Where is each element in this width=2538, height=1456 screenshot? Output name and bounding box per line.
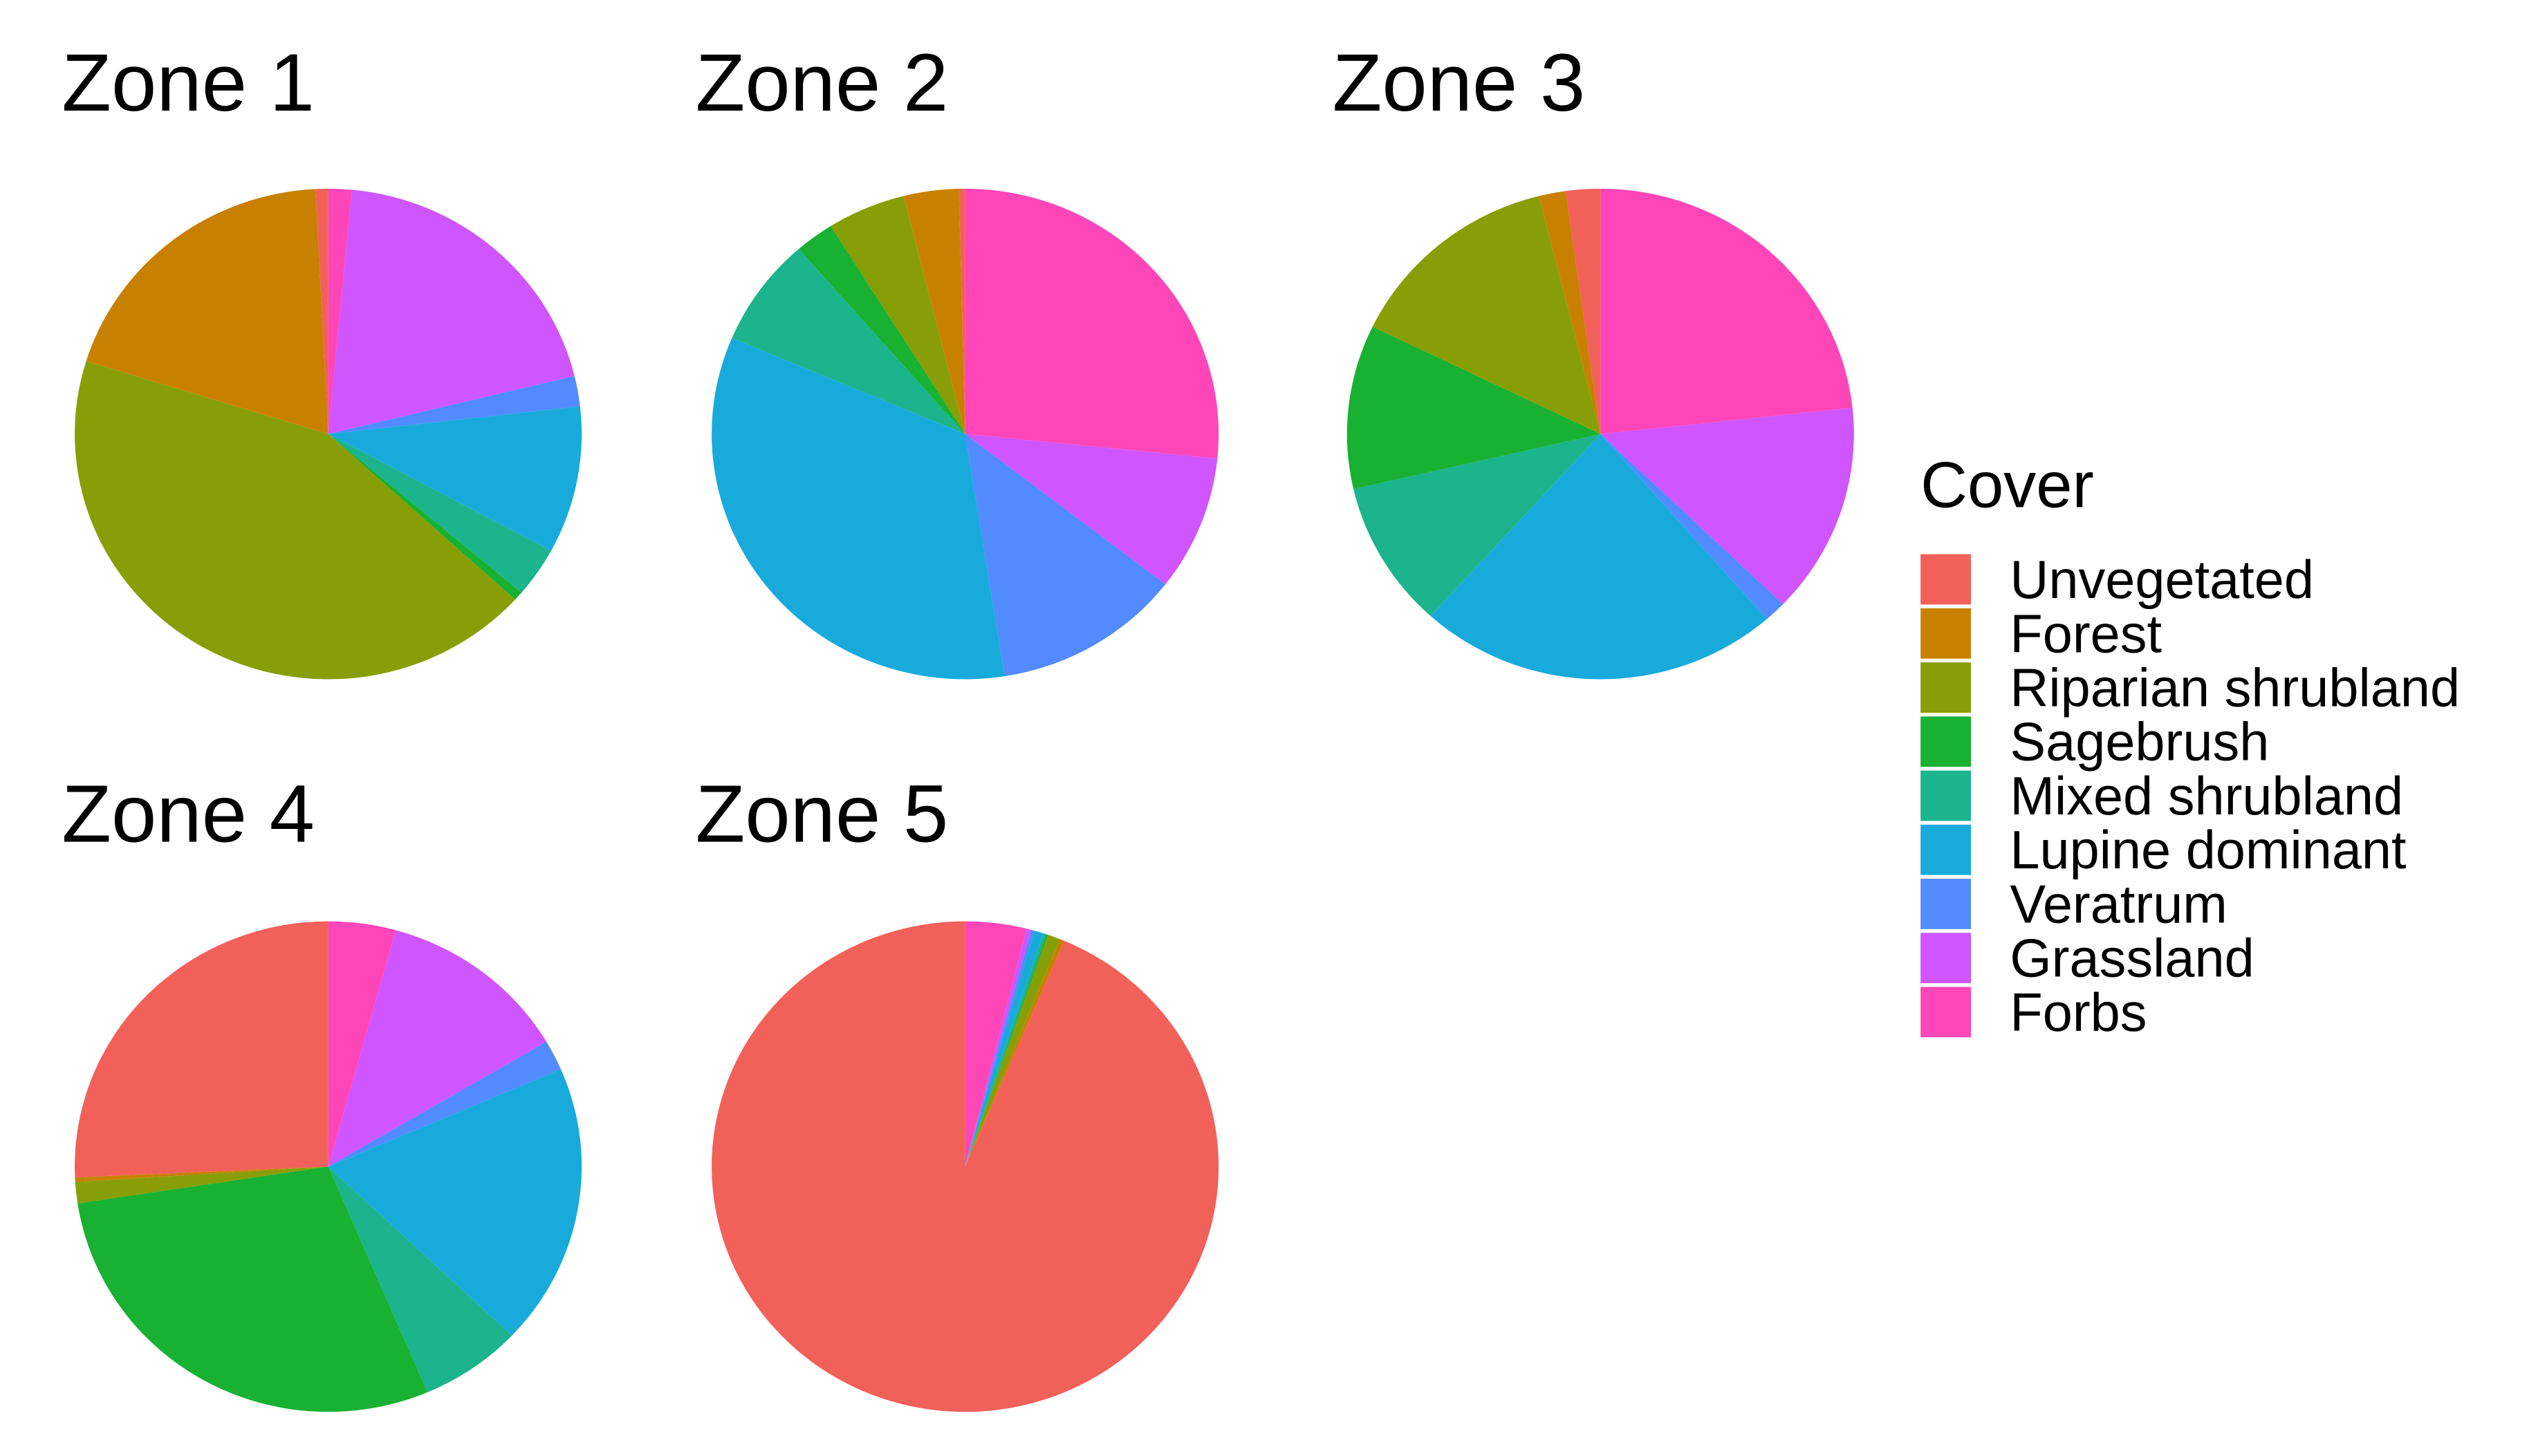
legend-key [1920, 554, 1972, 605]
legend-label: Lupine dominant [2010, 821, 2406, 880]
legend-label: Sagebrush [2010, 713, 2269, 772]
pie-slice [712, 921, 1219, 1412]
pie-slice [1430, 433, 1767, 680]
pie-slice [965, 921, 1027, 1167]
pie-slice [328, 1166, 512, 1392]
pie-slice [965, 933, 1047, 1167]
pie-slice [328, 375, 580, 434]
pie-slice [965, 935, 1060, 1167]
pie-slice [965, 928, 1032, 1167]
legend-label: Forest [2010, 604, 2162, 664]
pie-slice [965, 188, 1219, 459]
legend-key [1920, 608, 1972, 659]
legend-label: Unvegetated [2010, 550, 2314, 610]
pie-slice [965, 929, 1035, 1167]
pie-slice [965, 939, 1065, 1167]
pie-slice [328, 188, 353, 434]
legend-key [1920, 933, 1972, 984]
pie-slice [958, 188, 965, 434]
pie-slice [1372, 196, 1601, 434]
pie-slice [965, 433, 1218, 585]
pie-slice [315, 188, 328, 434]
pie-slice [328, 1069, 582, 1336]
pie-slice [75, 1166, 328, 1182]
pie-slice [965, 433, 1166, 677]
pie-slice [965, 931, 1044, 1167]
pie-slice [328, 433, 551, 593]
chart-title: Zone 2 [696, 37, 949, 128]
pie-slice [712, 337, 1005, 680]
pie-slice [1353, 433, 1601, 616]
pie-slice [1600, 433, 1784, 619]
pie-slice [1346, 326, 1601, 489]
pie-slice [328, 189, 575, 434]
pie-slice [1600, 188, 1853, 434]
pie-slice [77, 1166, 428, 1412]
legend-label: Mixed shrubland [2010, 767, 2403, 826]
pie-slice [75, 361, 515, 680]
pie-slice [1600, 407, 1854, 604]
pie-slice [328, 930, 547, 1167]
pie-slice [732, 249, 965, 434]
legend-key [1920, 662, 1972, 713]
pie-slice [75, 1166, 328, 1204]
pie-slice [798, 225, 965, 434]
legend-title: Cover [1920, 448, 2094, 521]
legend-label: Grassland [2010, 929, 2254, 989]
legend-label: Riparian shrubland [2010, 659, 2460, 718]
legend-key [1920, 879, 1972, 929]
pie-slice [75, 921, 328, 1177]
pie-slice [328, 406, 582, 551]
pie-slice [328, 1041, 561, 1167]
pie-slice [1539, 191, 1601, 434]
pie-slice [1565, 188, 1601, 434]
pie-slice [328, 921, 396, 1167]
pie-slice [831, 196, 965, 434]
pie-slice [328, 433, 522, 600]
pie-slice [903, 189, 965, 434]
legend-key [1920, 770, 1972, 821]
chart-title: Zone 1 [62, 37, 315, 128]
chart-title: Zone 4 [62, 768, 315, 859]
pie-slice [86, 189, 328, 434]
legend-key [1920, 987, 1972, 1038]
chart-title: Zone 3 [1333, 37, 1586, 128]
legend-label: Veratrum [2010, 875, 2227, 934]
legend-key [1920, 716, 1972, 767]
pie-slice [965, 934, 1048, 1167]
legend-key [1920, 824, 1972, 875]
legend-label: Forbs [2010, 983, 2147, 1043]
chart-title: Zone 5 [696, 768, 949, 859]
